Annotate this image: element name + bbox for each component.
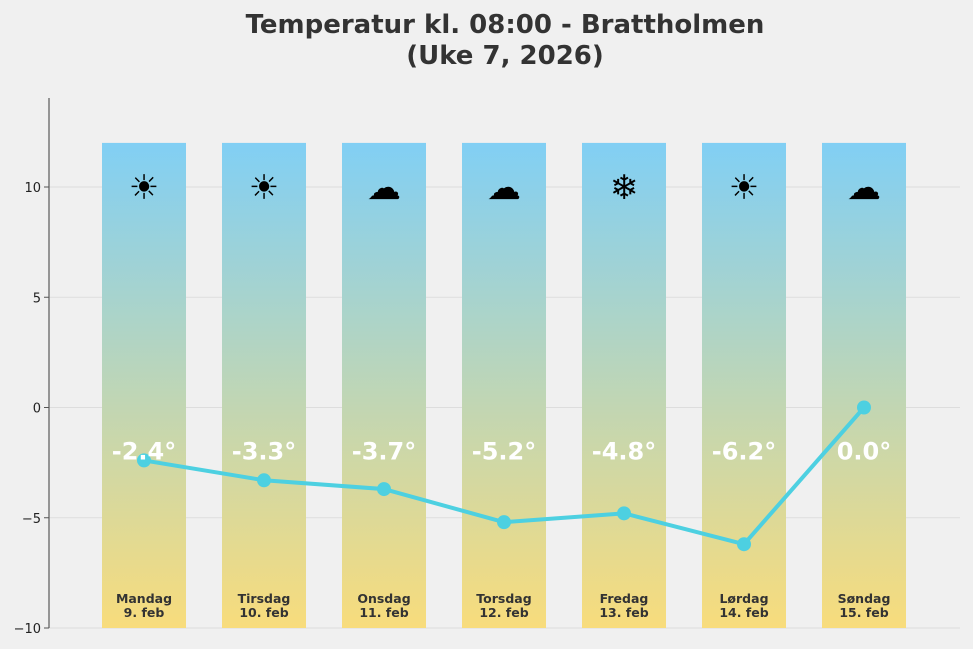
value-label: -2.4° (112, 438, 176, 466)
sun-icon: ☀ (129, 168, 159, 208)
data-point (257, 473, 271, 488)
date-label: 14. feb (719, 605, 768, 620)
data-point (137, 453, 151, 468)
day-label: Lørdag (719, 591, 768, 606)
bar (222, 142, 306, 628)
day-label: Mandag (116, 591, 172, 606)
date-label: 15. feb (839, 605, 888, 620)
sun-icon: ☀ (729, 168, 759, 208)
bar (582, 142, 666, 628)
snowflake-icon: ❄ (610, 168, 639, 208)
day-label: Onsdag (357, 591, 410, 606)
y-tick-label: −5 (22, 512, 41, 527)
data-point (377, 482, 391, 497)
chart-title-line1: Temperatur kl. 08:00 - Brattholmen (246, 10, 765, 40)
date-label: 9. feb (124, 605, 165, 620)
day-label: Torsdag (476, 591, 531, 606)
value-label: -4.8° (592, 438, 656, 466)
day-label: Søndag (838, 591, 891, 606)
cloud-icon: ☁ (367, 168, 401, 208)
date-label: 10. feb (239, 605, 288, 620)
day-label: Tirsdag (238, 591, 291, 606)
bar (822, 142, 906, 628)
y-tick-label: 5 (33, 291, 41, 306)
chart-title-line2: (Uke 7, 2026) (406, 41, 604, 71)
bar (342, 142, 426, 628)
data-point (497, 515, 511, 530)
data-point (617, 506, 631, 521)
y-tick-label: 0 (33, 402, 41, 417)
bar (462, 142, 546, 628)
value-label: 0.0° (837, 438, 892, 466)
cloud-icon: ☁ (847, 168, 881, 208)
bar (702, 142, 786, 628)
day-label: Fredag (600, 591, 649, 606)
value-label: -5.2° (472, 438, 536, 466)
data-point (857, 400, 871, 415)
sun-icon: ☀ (249, 168, 279, 208)
bar (102, 142, 186, 628)
y-tick-label: −10 (14, 622, 41, 637)
y-tick-label: 10 (24, 181, 41, 196)
cloud-icon: ☁ (487, 168, 521, 208)
value-label: -3.3° (232, 438, 296, 466)
value-label: -3.7° (352, 438, 416, 466)
data-point (737, 537, 751, 552)
date-label: 11. feb (359, 605, 408, 620)
date-label: 13. feb (599, 605, 648, 620)
value-label: -6.2° (712, 438, 776, 466)
date-label: 12. feb (479, 605, 528, 620)
